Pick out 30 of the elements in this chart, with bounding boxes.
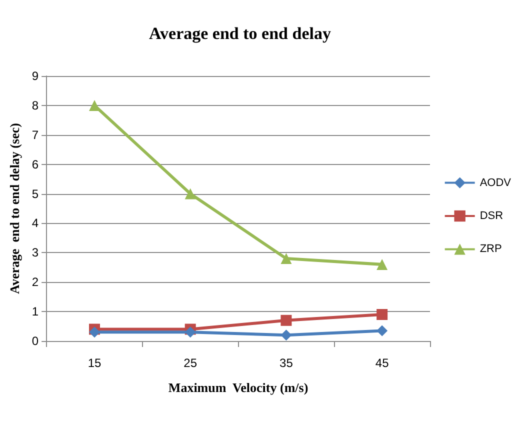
- x-tick-label: 45: [375, 356, 390, 370]
- y-tick-label: 9: [32, 69, 39, 83]
- point: [376, 309, 388, 320]
- y-tick-label: 8: [32, 98, 39, 112]
- y-tick-label: 2: [32, 275, 39, 290]
- point: [280, 253, 292, 264]
- point: [184, 326, 196, 338]
- x-tick-label: 25: [184, 356, 198, 370]
- legend-label: ZRP: [480, 243, 502, 256]
- y-tick-label: 5: [32, 186, 39, 201]
- y-tick-label: 1: [32, 304, 39, 319]
- y-axis-title: Average end to end delay (sec): [7, 123, 22, 294]
- point: [184, 188, 196, 200]
- legend-label: AODV: [480, 176, 512, 189]
- x-tick-label: 15: [88, 356, 102, 370]
- x-axis-title: Maximum Velocity (m/s): [168, 380, 308, 395]
- y-tick-label: 6: [32, 157, 39, 172]
- point: [89, 326, 100, 338]
- y-tick-label: 7: [32, 128, 39, 142]
- legend-label: DSR: [480, 210, 504, 222]
- x-tick-label: 35: [280, 356, 294, 370]
- point: [89, 100, 100, 111]
- point: [376, 258, 388, 270]
- y-tick-label: 4: [32, 216, 39, 230]
- chart-title: Average end to end delay: [149, 24, 332, 43]
- point: [376, 325, 388, 336]
- point: [280, 330, 292, 341]
- y-tick-label: 0: [32, 334, 39, 348]
- point: [280, 314, 292, 326]
- y-tick-label: 3: [32, 246, 39, 260]
